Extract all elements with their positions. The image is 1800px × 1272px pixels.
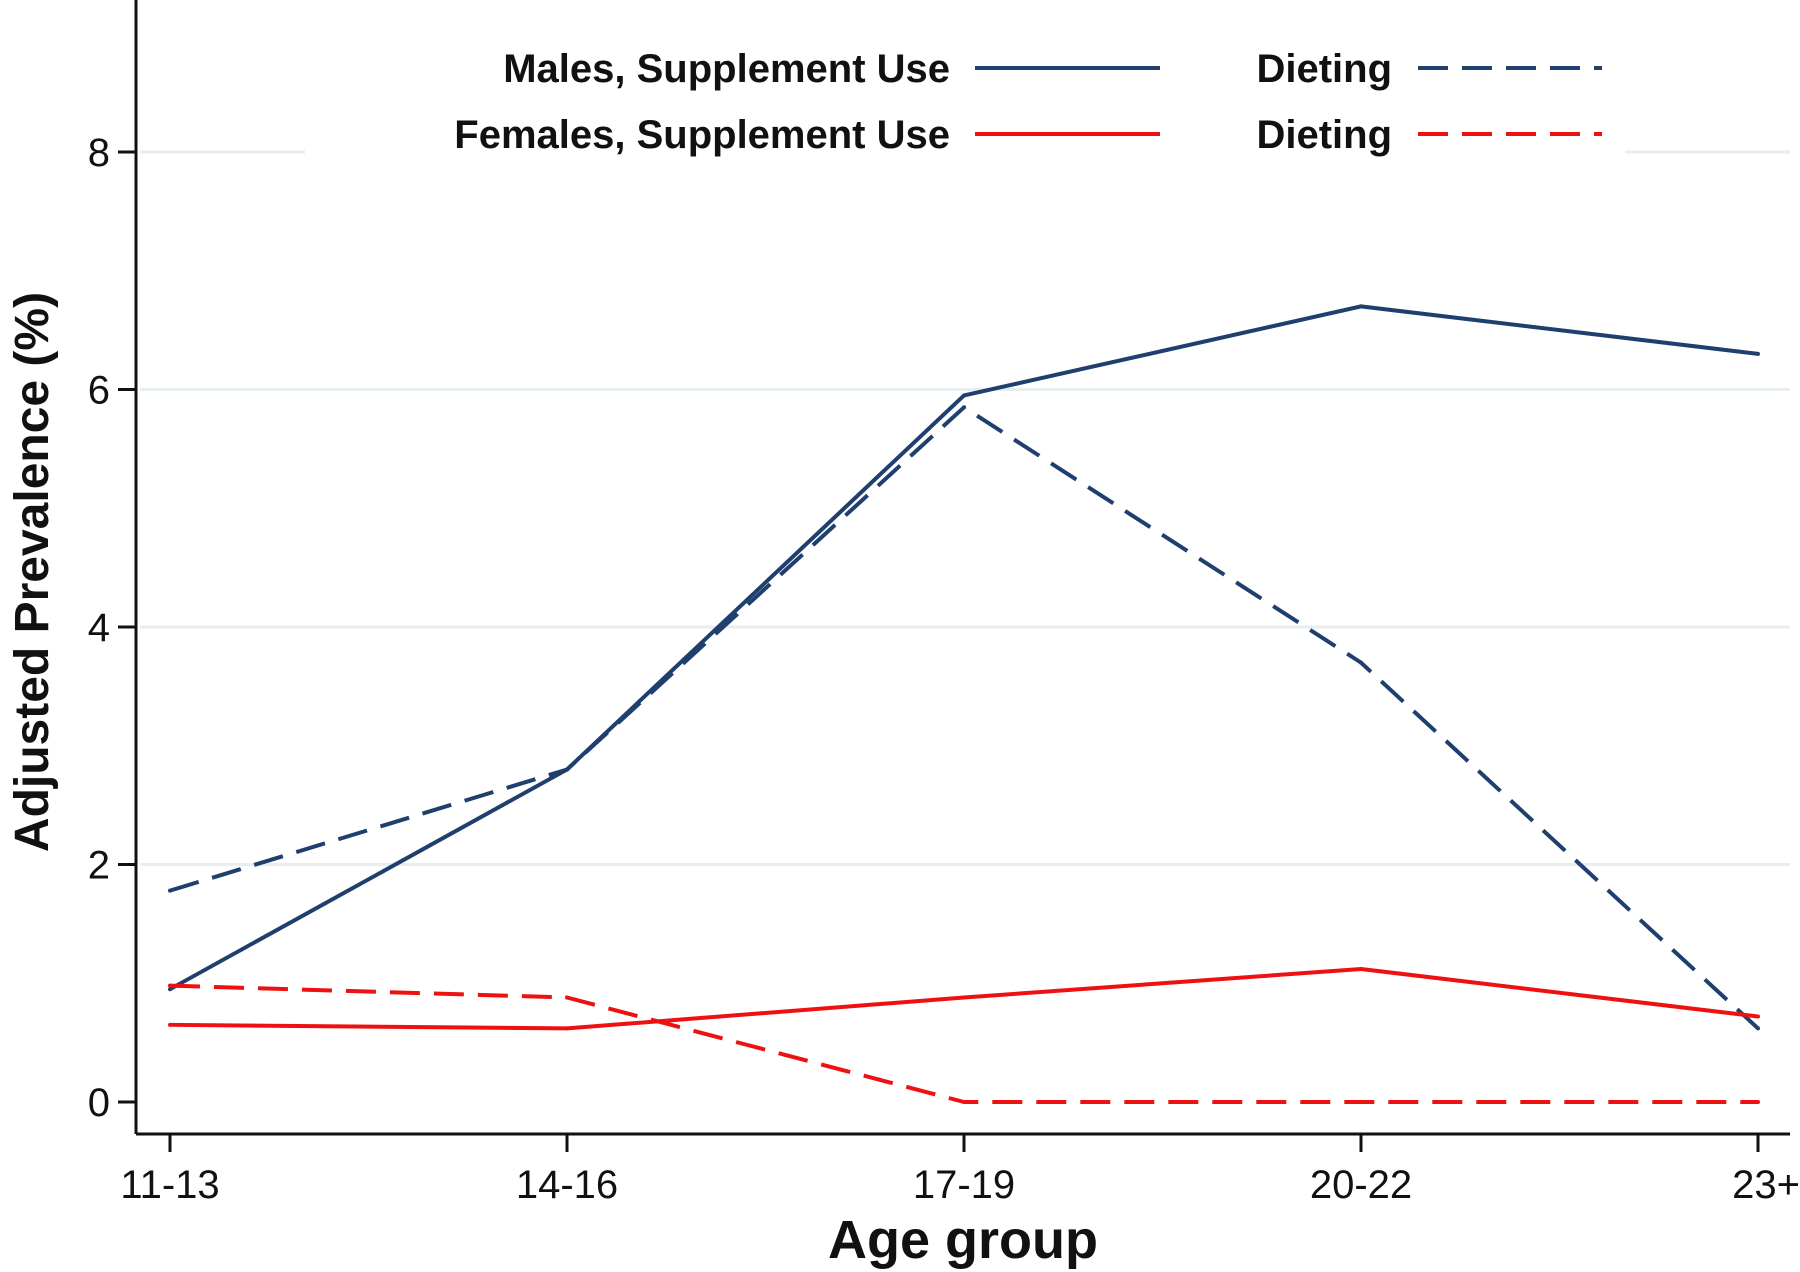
series-1-point-3 (1359, 660, 1363, 665)
legend: Males, Supplement Use Dieting Females, Sup… (305, 30, 1625, 160)
y-tick-label-6: 6 (88, 369, 110, 413)
series-2-point-1 (565, 1026, 569, 1031)
series-0-point-2 (962, 393, 966, 398)
series-2-point-3 (1359, 967, 1363, 971)
legend-label-supplement-0: Males, Supplement Use (503, 47, 950, 91)
series-2-point-4 (1756, 1014, 1760, 1019)
y-axis-title: Adjusted Prevalence (%) (6, 292, 59, 852)
series-3-point-4 (1756, 1100, 1760, 1104)
y-tick-label-8: 8 (88, 131, 110, 175)
series-1-point-1 (565, 767, 569, 772)
y-tick-label-2: 2 (88, 844, 110, 888)
y-tick-label-4: 4 (88, 606, 110, 650)
series-0-point-0 (168, 987, 172, 992)
x-tick-label-23+: 23+ (1732, 1163, 1800, 1207)
gridlines (140, 150, 1790, 866)
series-3-point-1 (565, 995, 569, 1000)
x-tick-label-14-16: 14-16 (516, 1163, 618, 1207)
series-2-point-2 (962, 995, 966, 1000)
series-lines (168, 304, 1760, 1104)
series-3-point-2 (962, 1100, 966, 1104)
series-line-3 (169, 983, 1758, 1104)
series-3-point-3 (1359, 1100, 1363, 1104)
legend-label-supplement-1: Females, Supplement Use (454, 113, 950, 157)
series-0-point-4 (1756, 351, 1760, 356)
series-0-point-3 (1359, 304, 1363, 309)
series-3-point-0 (168, 983, 172, 988)
series-line-1 (169, 405, 1760, 1030)
series-2-point-0 (168, 1022, 172, 1027)
legend-background (305, 30, 1625, 160)
x-tick-label-17-19: 17-19 (913, 1163, 1015, 1207)
series-1-point-0 (168, 888, 172, 893)
x-tick-label-11-13: 11-13 (120, 1163, 219, 1207)
x-axis-title: Age group (828, 1210, 1098, 1270)
legend-label-dieting-1: Dieting (1256, 113, 1392, 157)
axes: 0 2 4 6 8 11-13 14-16 17-19 20-22 23+ (88, 0, 1800, 1207)
y-tick-label-0: 0 (88, 1081, 110, 1125)
series-1-point-2 (962, 405, 966, 410)
x-tick-label-20-22: 20-22 (1310, 1163, 1412, 1207)
legend-label-dieting-0: Dieting (1256, 47, 1392, 91)
series-1-point-4 (1756, 1026, 1760, 1031)
